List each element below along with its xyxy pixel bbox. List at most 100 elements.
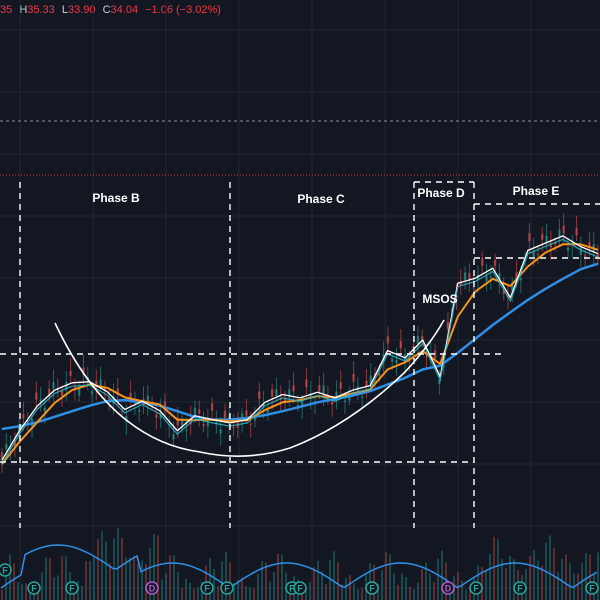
volume-bar (509, 555, 511, 600)
volume-bar (165, 573, 167, 600)
candle-body (489, 276, 493, 278)
earnings-marker: F (469, 581, 483, 595)
candle-body (536, 253, 540, 255)
volume-bar (401, 573, 403, 600)
candle-body (270, 389, 274, 397)
volume-bar (565, 554, 567, 600)
volume-bar (585, 552, 587, 600)
earnings-marker: F (365, 581, 379, 595)
candle-body (330, 401, 334, 405)
earnings-marker: F (220, 581, 234, 595)
marker-label: F (589, 584, 595, 594)
candle-body (266, 409, 270, 413)
candle-body (459, 281, 462, 286)
candle-body (206, 419, 210, 427)
candle-body (463, 272, 467, 280)
candle-body (232, 427, 235, 429)
candle-body (408, 360, 411, 363)
volume-bar (589, 554, 591, 600)
volume-bar (209, 558, 211, 600)
candle-body (549, 242, 553, 248)
volume-bar (325, 584, 327, 600)
volume-bar (457, 572, 459, 600)
volume-bar (525, 568, 527, 600)
candle-body (472, 287, 475, 289)
candles (0, 213, 600, 473)
volume-bar (221, 561, 223, 600)
marker-circle (27, 581, 41, 595)
volume-bar (333, 551, 335, 600)
volume-bar (189, 582, 191, 600)
ohlc-open-value: 35 (0, 4, 13, 16)
candle-body (296, 405, 300, 407)
candle-body (425, 356, 428, 358)
ohlc-change: −1.06 (−3.02%) (145, 4, 221, 16)
candle-body (155, 414, 158, 418)
volume-bar (225, 552, 227, 600)
marker-circle (65, 581, 79, 595)
ohlc-close-value: 34.04 (110, 4, 139, 16)
volume-bar (505, 567, 507, 600)
volume-bar (313, 567, 315, 600)
marker-label: F (517, 584, 523, 594)
volume-bar (597, 552, 599, 600)
marker-label: F (473, 584, 479, 594)
marker-label: F (69, 584, 75, 594)
fast-ma-line (1, 238, 599, 464)
volume-bar (89, 560, 91, 600)
volume-bar (149, 548, 151, 600)
candle-body (249, 423, 252, 425)
candle-body (189, 418, 192, 425)
phase-b-label: Phase B (92, 191, 140, 205)
candle-body (583, 255, 587, 257)
volume-bar (277, 553, 279, 600)
volume-bar (53, 577, 55, 600)
volume-bar (37, 589, 39, 600)
candle-body (553, 242, 557, 245)
candle-body (433, 350, 437, 358)
volume-bar (49, 558, 51, 600)
volume-bar (437, 558, 439, 600)
volume-bar (97, 539, 99, 600)
candle-body (579, 248, 583, 255)
volume-ma-line (0, 544, 598, 589)
volume-bar (413, 589, 415, 600)
volume-bar (537, 560, 539, 600)
candle-body (485, 275, 488, 281)
marker-circle (200, 581, 214, 595)
volume-bar (173, 555, 175, 600)
volume-bar (557, 571, 559, 600)
volume-bar (17, 581, 19, 600)
volume-bar (13, 563, 15, 600)
candle-body (210, 403, 214, 411)
volume-bar (385, 552, 387, 600)
volume-bar (397, 584, 399, 600)
volume-bar (377, 583, 379, 600)
volume-bar (105, 541, 107, 600)
candle-body (416, 335, 420, 344)
ohlc-low-label: L (61, 4, 68, 16)
volume-bar (421, 568, 423, 600)
candle-body (421, 335, 424, 342)
volume-bar (389, 554, 391, 600)
candle-body (13, 440, 17, 447)
candle-body (386, 336, 390, 344)
volume-bar (153, 534, 155, 600)
earnings-marker: F (293, 581, 307, 595)
earnings-marker: F (200, 581, 214, 595)
volume-bar (217, 586, 219, 600)
marker-label: F (2, 566, 8, 576)
volume-bar (529, 556, 531, 600)
volume-bar (145, 563, 147, 600)
volume-bar (353, 583, 355, 600)
volume-bar (321, 571, 323, 600)
earnings-marker: F (27, 581, 41, 595)
marker-circle (365, 581, 379, 595)
candle-body (545, 235, 548, 244)
volume-bar (117, 528, 119, 600)
price-line (1, 235, 599, 461)
candle-body (146, 395, 149, 404)
volume-bar (469, 588, 471, 600)
phase-d-label: Phase D (417, 186, 465, 200)
